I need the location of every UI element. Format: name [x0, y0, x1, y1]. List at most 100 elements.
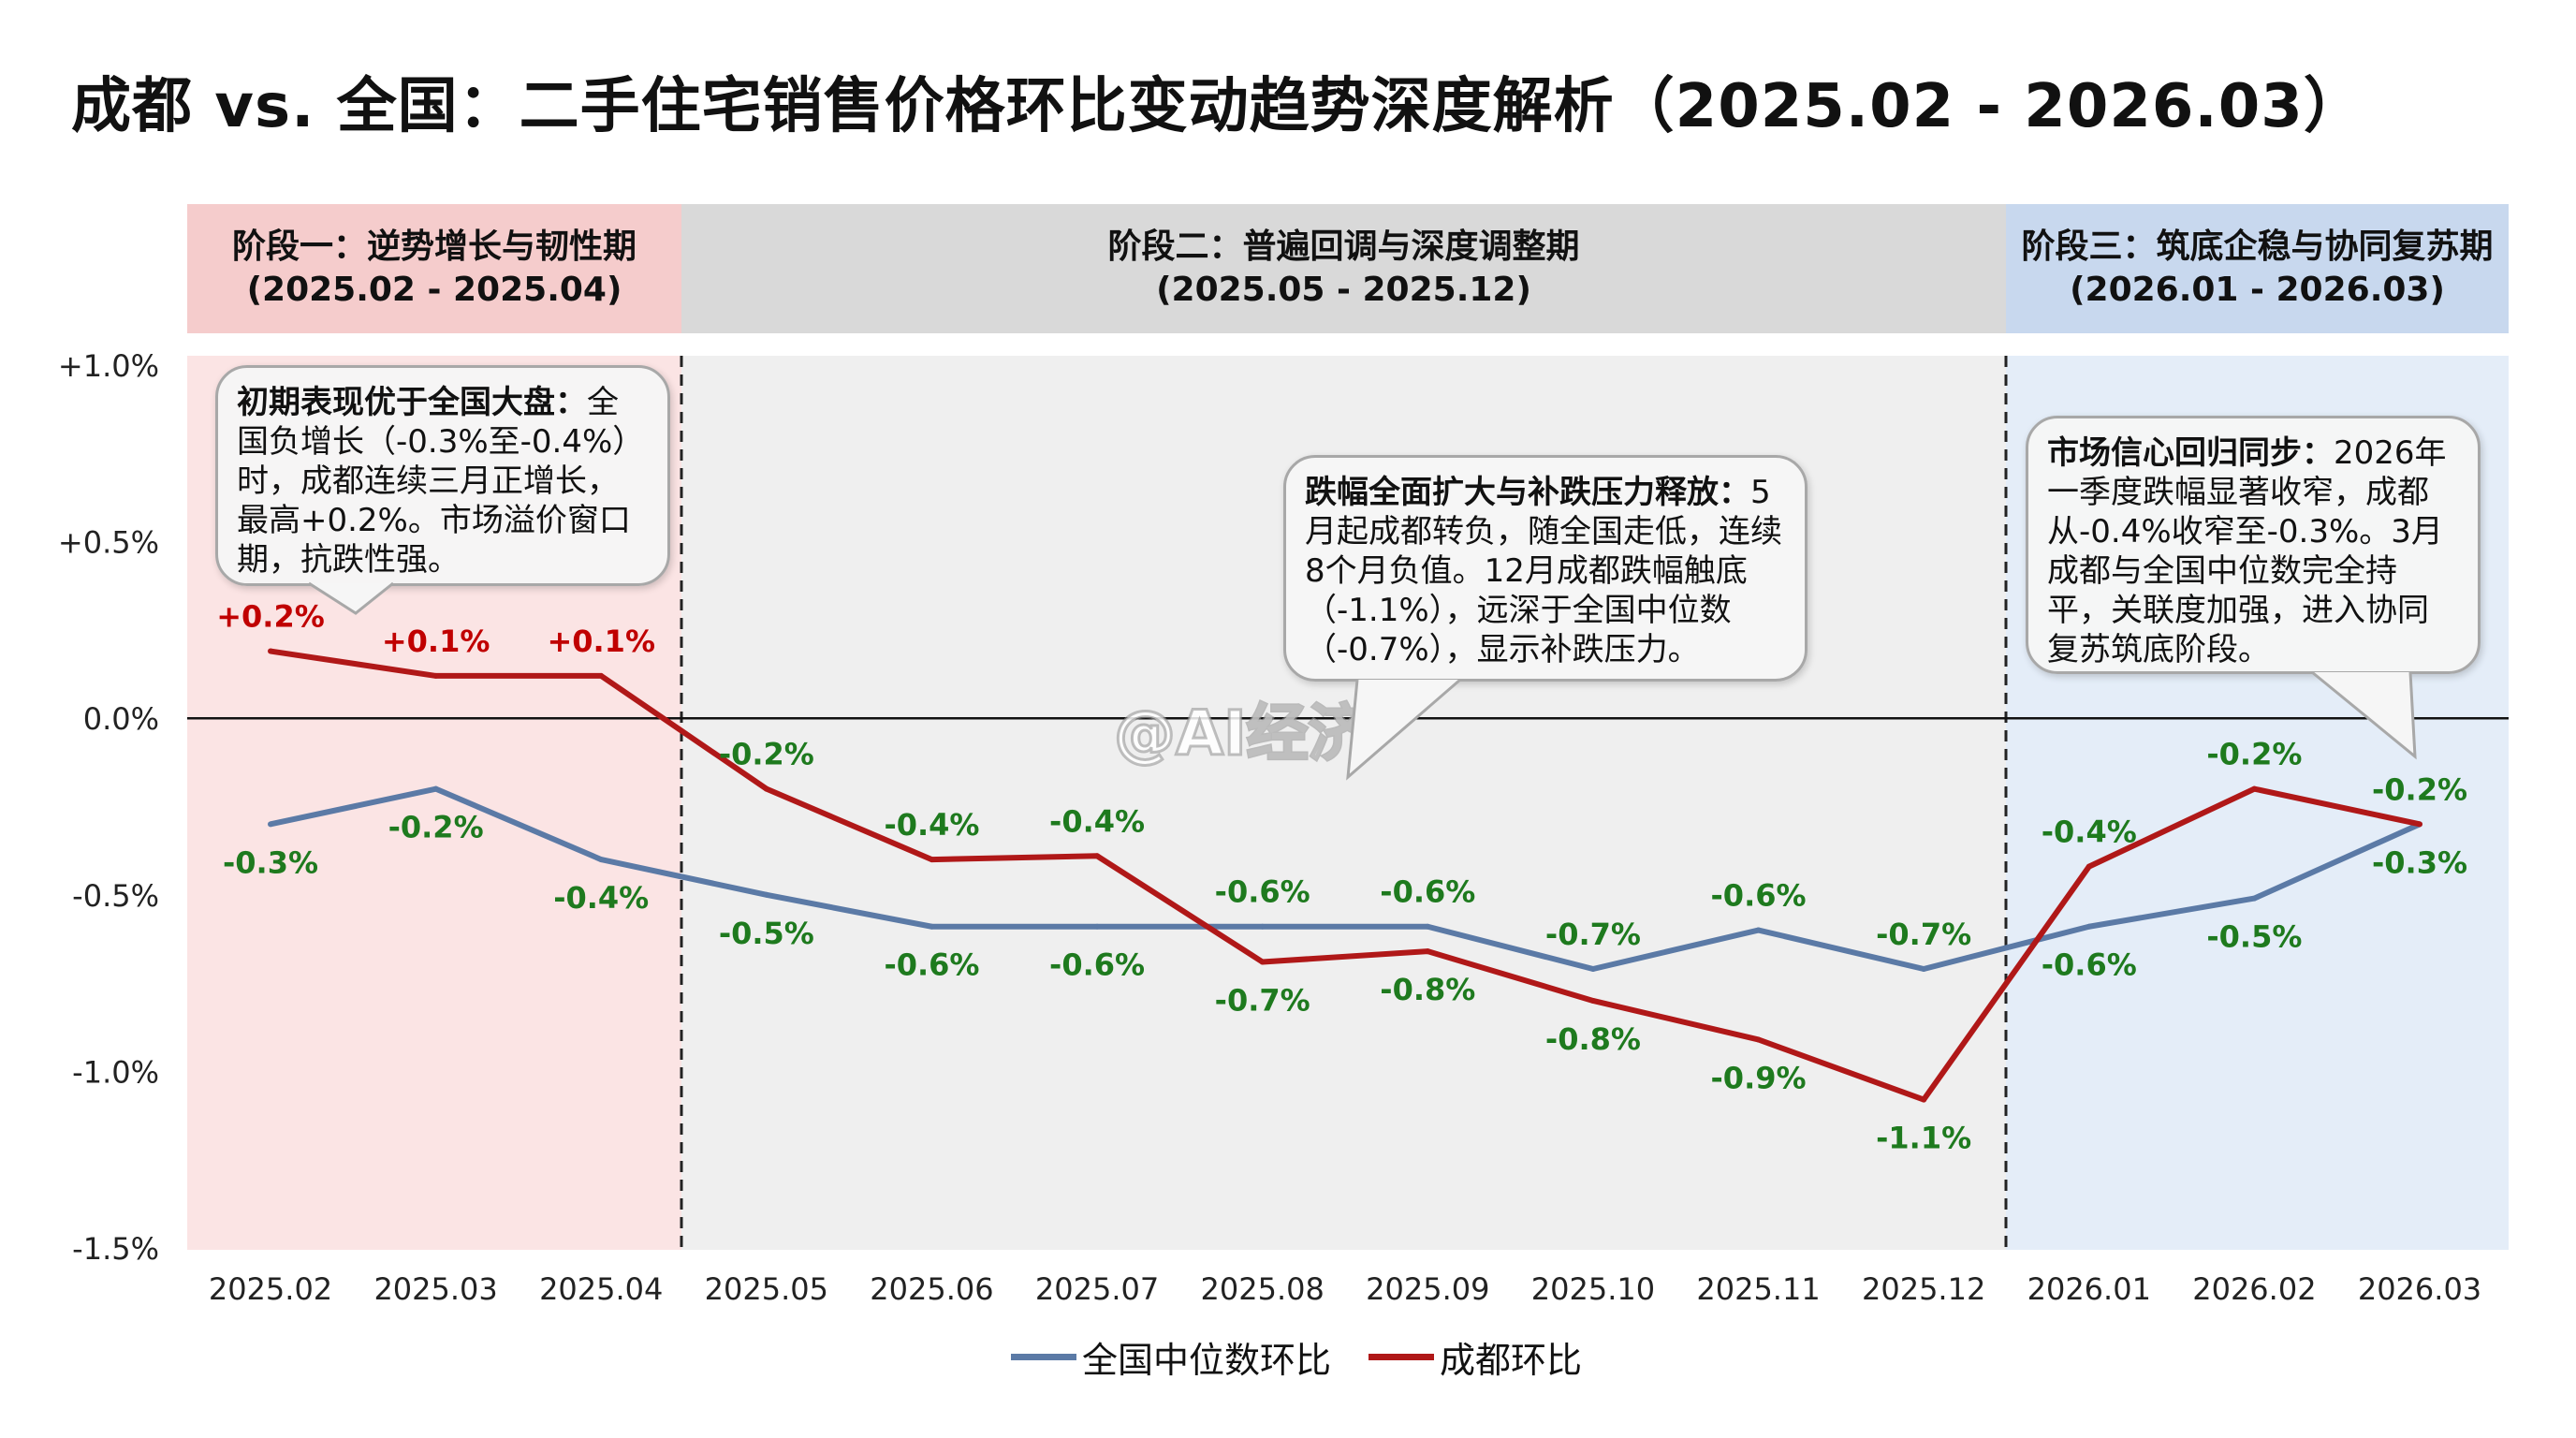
data-label: -0.4%	[1049, 803, 1145, 839]
x-tick-label: 2025.09	[1366, 1271, 1489, 1307]
y-tick-label: 0.0%	[83, 701, 159, 737]
callout-phase-3: 市场信心回归同步：2026年一季度跌幅显著收窄，成都从-0.4%收窄至-0.3%…	[2026, 416, 2481, 674]
data-point	[598, 857, 605, 863]
phase-3-header: 阶段三：筑底企稳与协同复苏期 (2026.01 - 2026.03)	[2006, 204, 2509, 333]
x-tick-label: 2025.07	[1035, 1271, 1159, 1307]
data-point	[432, 672, 439, 679]
x-tick-label: 2025.06	[870, 1271, 993, 1307]
data-label: -0.8%	[1380, 972, 1475, 1007]
x-tick-label: 2026.03	[2358, 1271, 2481, 1307]
x-tick-label: 2025.11	[1696, 1271, 1820, 1307]
series-line-chengdu	[270, 648, 2421, 1103]
data-label: -0.4%	[2042, 814, 2137, 850]
phase-range: (2025.02 - 2025.04)	[246, 271, 622, 309]
data-point	[1755, 927, 1762, 933]
callout-heading: 跌幅全面扩大与补跌压力释放：	[1305, 474, 1750, 511]
data-point	[2417, 821, 2422, 828]
data-point	[1921, 1096, 1927, 1103]
data-label: -0.7%	[1876, 917, 1971, 952]
data-label: -0.6%	[1711, 878, 1807, 914]
x-tick-label: 2026.01	[2027, 1271, 2151, 1307]
data-label: -0.2%	[388, 810, 484, 845]
data-label: -1.1%	[1876, 1121, 1971, 1156]
callout-heading: 初期表现优于全国大盘：	[237, 384, 587, 421]
legend-item-national: 全国中位数环比	[1011, 1331, 1331, 1383]
data-point	[1589, 966, 1596, 973]
phase-1-header: 阶段一：逆势增长与韧性期 (2025.02 - 2025.04)	[187, 204, 681, 333]
data-label: -0.8%	[1545, 1021, 1641, 1057]
data-label: -0.3%	[2372, 844, 2467, 880]
data-point	[929, 923, 935, 930]
legend-item-chengdu: 成都环比	[1368, 1331, 1582, 1383]
data-point	[763, 785, 769, 792]
data-point	[1425, 948, 1431, 955]
data-point	[1259, 959, 1266, 965]
data-label: -0.6%	[1215, 874, 1310, 910]
legend-label: 全国中位数环比	[1082, 1340, 1332, 1381]
phase-name: 阶段三：筑底企稳与协同复苏期	[2021, 227, 2494, 266]
data-label: -0.3%	[223, 844, 318, 880]
y-tick-label: +0.5%	[58, 525, 159, 561]
legend-swatch	[1011, 1354, 1076, 1360]
x-tick-label: 2025.05	[705, 1271, 828, 1307]
data-label: -0.5%	[2206, 919, 2302, 955]
x-tick-label: 2025.12	[1862, 1271, 1985, 1307]
data-point	[929, 857, 935, 863]
callout-text: 2026年一季度跌幅显著收窄，成都从-0.4%收窄至-0.3%。3月成都与全国中…	[2047, 434, 2447, 668]
y-tick-label: +1.0%	[58, 348, 159, 384]
callout-phase-1: 初期表现优于全国大盘：全国负增长（-0.3%至-0.4%）时，成都连续三月正增长…	[215, 365, 670, 586]
data-point	[268, 648, 273, 654]
data-point	[432, 785, 439, 792]
x-tick-label: 2025.10	[1531, 1271, 1655, 1307]
callout-text: 全国负增长（-0.3%至-0.4%）时，成都连续三月正增长，最高+0.2%。市场…	[237, 384, 645, 579]
data-point	[1921, 966, 1927, 973]
y-tick-label: -1.0%	[72, 1054, 159, 1090]
y-tick-label: -1.5%	[72, 1231, 159, 1267]
legend-label: 成都环比	[1440, 1340, 1583, 1381]
data-label: -0.6%	[1380, 874, 1475, 910]
callout-text: 5月起成都转负，随全国走低，连续8个月负值。12月成都跌幅触底（-1.1%），远…	[1305, 474, 1782, 668]
data-label: +0.2%	[216, 599, 325, 635]
x-tick-label: 2025.04	[539, 1271, 663, 1307]
data-label: -0.6%	[2042, 947, 2137, 983]
callout-heading: 市场信心回归同步：	[2047, 434, 2334, 472]
y-tick-label: -0.5%	[72, 878, 159, 914]
data-point	[763, 891, 769, 898]
legend-swatch	[1368, 1354, 1435, 1360]
data-label: -0.5%	[719, 916, 814, 951]
series-line-national	[270, 785, 2422, 973]
data-point	[1094, 923, 1101, 930]
phase-2-header: 阶段二：普遍回调与深度调整期 (2025.05 - 2025.12)	[681, 204, 2006, 333]
data-point	[268, 821, 273, 828]
data-label: -0.7%	[1215, 982, 1310, 1018]
data-label: -0.6%	[884, 947, 979, 983]
data-point	[1589, 997, 1596, 1004]
x-tick-label: 2025.03	[373, 1271, 497, 1307]
callout-phase-2: 跌幅全面扩大与补跌压力释放：5月起成都转负，随全国走低，连续8个月负值。12月成…	[1283, 455, 1808, 682]
data-label: +0.1%	[382, 624, 490, 659]
x-tick-label: 2025.08	[1201, 1271, 1325, 1307]
watermark: @AI经济	[1113, 697, 1372, 771]
legend: 全国中位数环比 成都环比	[1011, 1331, 1582, 1383]
data-point	[598, 672, 605, 679]
phase-range: (2025.05 - 2025.12)	[1156, 271, 1531, 309]
data-label: -0.9%	[1711, 1060, 1807, 1095]
data-label: -0.2%	[2372, 771, 2467, 807]
x-tick-label: 2025.02	[209, 1271, 332, 1307]
data-label: -0.6%	[1049, 947, 1145, 983]
data-point	[1755, 1036, 1762, 1043]
data-label: -0.4%	[884, 807, 979, 843]
data-point	[2086, 863, 2092, 870]
data-label: +0.1%	[547, 624, 655, 659]
data-label: -0.2%	[719, 737, 814, 772]
phase-name: 阶段二：普遍回调与深度调整期	[1107, 227, 1580, 266]
data-point	[1094, 853, 1101, 859]
data-point	[2086, 923, 2092, 930]
data-point	[2251, 785, 2258, 792]
data-point	[1259, 923, 1266, 930]
phase-name: 阶段一：逆势增长与韧性期	[231, 227, 637, 266]
data-label: -0.4%	[553, 880, 649, 916]
chart-title: 成都 vs. 全国：二手住宅销售价格环比变动趋势深度解析（2025.02 - 2…	[71, 72, 2364, 141]
data-point	[2251, 895, 2258, 902]
data-label: -0.7%	[1545, 917, 1641, 952]
